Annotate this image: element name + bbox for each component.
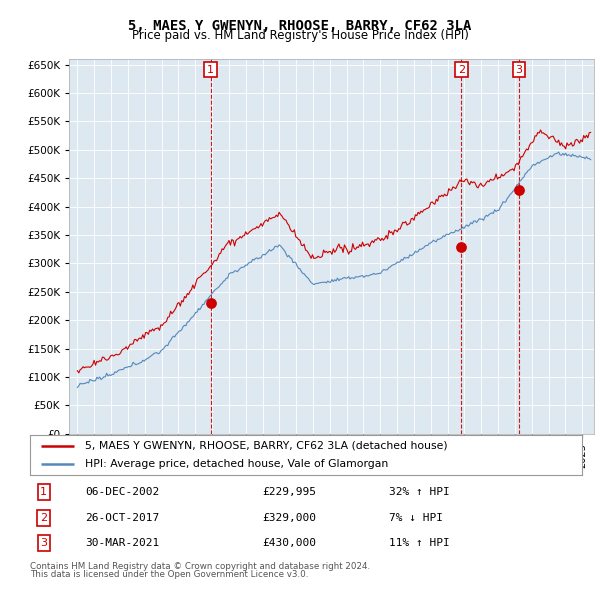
Text: Contains HM Land Registry data © Crown copyright and database right 2024.: Contains HM Land Registry data © Crown c… xyxy=(30,562,370,571)
Text: 30-MAR-2021: 30-MAR-2021 xyxy=(85,538,160,548)
Text: 5, MAES Y GWENYN, RHOOSE, BARRY, CF62 3LA (detached house): 5, MAES Y GWENYN, RHOOSE, BARRY, CF62 3L… xyxy=(85,441,448,451)
Text: 2: 2 xyxy=(458,65,465,74)
Text: £329,000: £329,000 xyxy=(262,513,316,523)
Text: £229,995: £229,995 xyxy=(262,487,316,497)
Text: 5, MAES Y GWENYN, RHOOSE, BARRY, CF62 3LA: 5, MAES Y GWENYN, RHOOSE, BARRY, CF62 3L… xyxy=(128,19,472,33)
Point xyxy=(514,185,524,194)
Text: 06-DEC-2002: 06-DEC-2002 xyxy=(85,487,160,497)
Text: 11% ↑ HPI: 11% ↑ HPI xyxy=(389,538,449,548)
Point xyxy=(206,299,215,308)
Text: HPI: Average price, detached house, Vale of Glamorgan: HPI: Average price, detached house, Vale… xyxy=(85,459,388,469)
Text: 3: 3 xyxy=(515,65,523,74)
Text: 26-OCT-2017: 26-OCT-2017 xyxy=(85,513,160,523)
Text: Price paid vs. HM Land Registry's House Price Index (HPI): Price paid vs. HM Land Registry's House … xyxy=(131,30,469,42)
Text: 3: 3 xyxy=(40,538,47,548)
Text: 32% ↑ HPI: 32% ↑ HPI xyxy=(389,487,449,497)
Text: This data is licensed under the Open Government Licence v3.0.: This data is licensed under the Open Gov… xyxy=(30,570,308,579)
Text: £430,000: £430,000 xyxy=(262,538,316,548)
Text: 7% ↓ HPI: 7% ↓ HPI xyxy=(389,513,443,523)
Point xyxy=(457,242,466,251)
Text: 1: 1 xyxy=(40,487,47,497)
Text: 2: 2 xyxy=(40,513,47,523)
Text: 1: 1 xyxy=(207,65,214,74)
